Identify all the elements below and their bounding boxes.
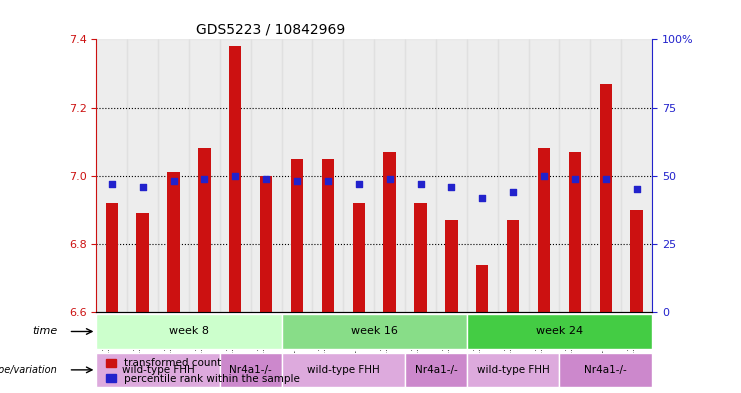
- Bar: [599, 84, 612, 312]
- Text: wild-type FHH: wild-type FHH: [122, 365, 194, 375]
- Point: [538, 173, 550, 179]
- Text: week 24: week 24: [536, 327, 583, 336]
- Bar: [198, 149, 210, 312]
- Bar: [414, 203, 427, 312]
- Text: GDS5223 / 10842969: GDS5223 / 10842969: [196, 23, 345, 37]
- Text: GSM1322702: GSM1322702: [597, 315, 606, 375]
- Point: [167, 178, 179, 184]
- Bar: [384, 152, 396, 312]
- Text: wild-type FHH: wild-type FHH: [476, 365, 550, 375]
- Point: [199, 175, 210, 182]
- Text: Nr4a1-/-: Nr4a1-/-: [229, 365, 272, 375]
- Point: [260, 175, 272, 182]
- Bar: [445, 220, 458, 312]
- Bar: [507, 220, 519, 312]
- Text: GSM1322694: GSM1322694: [350, 315, 359, 375]
- Bar: [476, 264, 488, 312]
- FancyBboxPatch shape: [467, 314, 652, 349]
- Bar: [127, 39, 158, 312]
- Text: GSM1322700: GSM1322700: [535, 315, 544, 376]
- Point: [476, 195, 488, 201]
- FancyBboxPatch shape: [559, 353, 652, 387]
- Bar: [559, 39, 591, 312]
- Point: [631, 186, 642, 193]
- FancyBboxPatch shape: [96, 353, 220, 387]
- Text: GSM1322686: GSM1322686: [103, 315, 112, 376]
- Legend: transformed count, percentile rank within the sample: transformed count, percentile rank withi…: [102, 354, 305, 388]
- Bar: [322, 159, 334, 312]
- Text: GSM1322695: GSM1322695: [381, 315, 390, 376]
- Bar: [343, 39, 374, 312]
- Text: GSM1322696: GSM1322696: [411, 315, 421, 376]
- Bar: [260, 176, 273, 312]
- Text: GSM1322692: GSM1322692: [288, 315, 297, 375]
- Point: [384, 175, 396, 182]
- Text: time: time: [32, 327, 57, 336]
- Point: [353, 181, 365, 187]
- Bar: [353, 203, 365, 312]
- Text: GSM1322690: GSM1322690: [226, 315, 235, 376]
- Bar: [167, 173, 179, 312]
- Text: Nr4a1-/-: Nr4a1-/-: [585, 365, 627, 375]
- FancyBboxPatch shape: [467, 353, 559, 387]
- Bar: [621, 39, 652, 312]
- FancyBboxPatch shape: [282, 353, 405, 387]
- Bar: [498, 39, 528, 312]
- Bar: [290, 159, 303, 312]
- Bar: [436, 39, 467, 312]
- Text: week 16: week 16: [350, 327, 398, 336]
- Bar: [374, 39, 405, 312]
- Text: week 8: week 8: [169, 327, 209, 336]
- Text: GSM1322693: GSM1322693: [319, 315, 328, 376]
- Point: [415, 181, 427, 187]
- Bar: [136, 213, 149, 312]
- FancyBboxPatch shape: [96, 314, 282, 349]
- Point: [229, 173, 241, 179]
- Bar: [405, 39, 436, 312]
- Text: GSM1322703: GSM1322703: [628, 315, 637, 376]
- Point: [600, 175, 612, 182]
- Text: GSM1322701: GSM1322701: [566, 315, 575, 376]
- Text: genotype/variation: genotype/variation: [0, 365, 57, 375]
- Point: [445, 184, 457, 190]
- Bar: [105, 203, 118, 312]
- Point: [136, 184, 148, 190]
- Point: [507, 189, 519, 195]
- Bar: [282, 39, 313, 312]
- Text: wild-type FHH: wild-type FHH: [307, 365, 379, 375]
- Text: GSM1322689: GSM1322689: [196, 315, 205, 376]
- Text: Nr4a1-/-: Nr4a1-/-: [414, 365, 457, 375]
- Bar: [250, 39, 282, 312]
- Bar: [158, 39, 189, 312]
- Bar: [189, 39, 220, 312]
- Point: [291, 178, 303, 184]
- Text: GSM1322697: GSM1322697: [442, 315, 451, 376]
- Bar: [229, 46, 242, 312]
- Point: [569, 175, 581, 182]
- FancyBboxPatch shape: [405, 353, 467, 387]
- Point: [106, 181, 118, 187]
- Bar: [313, 39, 343, 312]
- Bar: [96, 39, 127, 312]
- Text: GSM1322691: GSM1322691: [257, 315, 266, 376]
- Bar: [538, 149, 551, 312]
- Point: [322, 178, 333, 184]
- Bar: [591, 39, 621, 312]
- Bar: [569, 152, 581, 312]
- Bar: [631, 210, 642, 312]
- Text: GSM1322698: GSM1322698: [473, 315, 482, 376]
- Bar: [467, 39, 498, 312]
- Text: GSM1322699: GSM1322699: [504, 315, 513, 376]
- FancyBboxPatch shape: [282, 314, 467, 349]
- Bar: [528, 39, 559, 312]
- Text: GSM1322688: GSM1322688: [165, 315, 173, 376]
- Text: GSM1322687: GSM1322687: [133, 315, 142, 376]
- Bar: [220, 39, 250, 312]
- FancyBboxPatch shape: [220, 353, 282, 387]
